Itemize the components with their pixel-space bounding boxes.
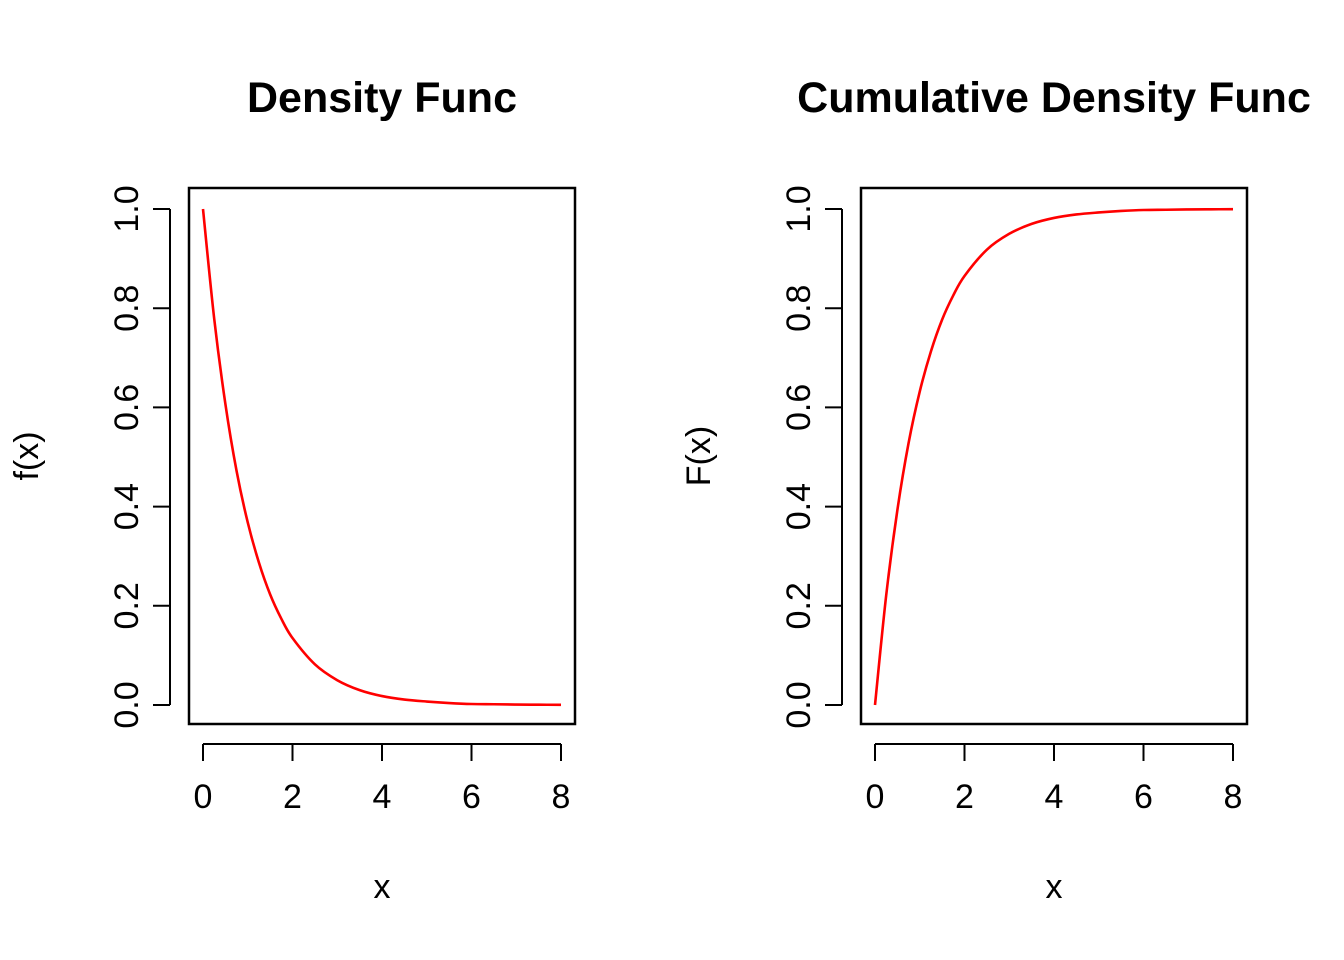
y-tick-label: 0.8: [108, 285, 146, 332]
y-tick-label: 0.0: [780, 681, 818, 728]
x-tick-label: 4: [1045, 778, 1064, 816]
x-tick-label: 2: [955, 778, 974, 816]
y-tick-label: 0.6: [108, 384, 146, 431]
x-tick-label: 4: [373, 778, 392, 816]
x-axis-label: x: [374, 868, 391, 906]
series-line-1: [873, 207, 1234, 706]
y-tick-label: 0.4: [780, 483, 818, 530]
y-tick-label: 1.0: [108, 185, 146, 232]
x-tick-label: 8: [1224, 778, 1243, 816]
x-tick-label: 8: [552, 778, 571, 816]
y-tick-label: 0.2: [108, 582, 146, 629]
y-tick-label: 1.0: [780, 185, 818, 232]
x-tick-label: 2: [283, 778, 302, 816]
x-axis-label: x: [1046, 868, 1063, 906]
x-tick-label: 0: [866, 778, 885, 816]
chart-title: Cumulative Density Func: [797, 74, 1311, 122]
chart-panel-2: Cumulative Density Func 0 2 4 6 8 0.0 0.2 0.4 0.6…: [680, 74, 1311, 906]
chart-title: Density Func: [247, 74, 517, 122]
y-axis-label: f(x): [8, 431, 46, 480]
y-tick-label: 0.4: [108, 483, 146, 530]
plot-frame: [859, 186, 1249, 726]
y-tick-label: 0.8: [780, 285, 818, 332]
y-tick-label: 0.2: [780, 582, 818, 629]
plot-frame: [187, 186, 577, 726]
x-tick-label: 0: [194, 778, 213, 816]
x-tick-label: 6: [462, 778, 481, 816]
y-tick-label: 0.6: [780, 384, 818, 431]
series-line-1: [201, 208, 562, 707]
x-tick-label: 6: [1134, 778, 1153, 816]
chart-panel-1: Density Func 0 2 4 6 8 0.0 0.2 0.4 0.6 0.8 1.0 x f(x): [8, 74, 577, 906]
y-axis-label: F(x): [680, 426, 718, 486]
y-tick-label: 0.0: [108, 681, 146, 728]
